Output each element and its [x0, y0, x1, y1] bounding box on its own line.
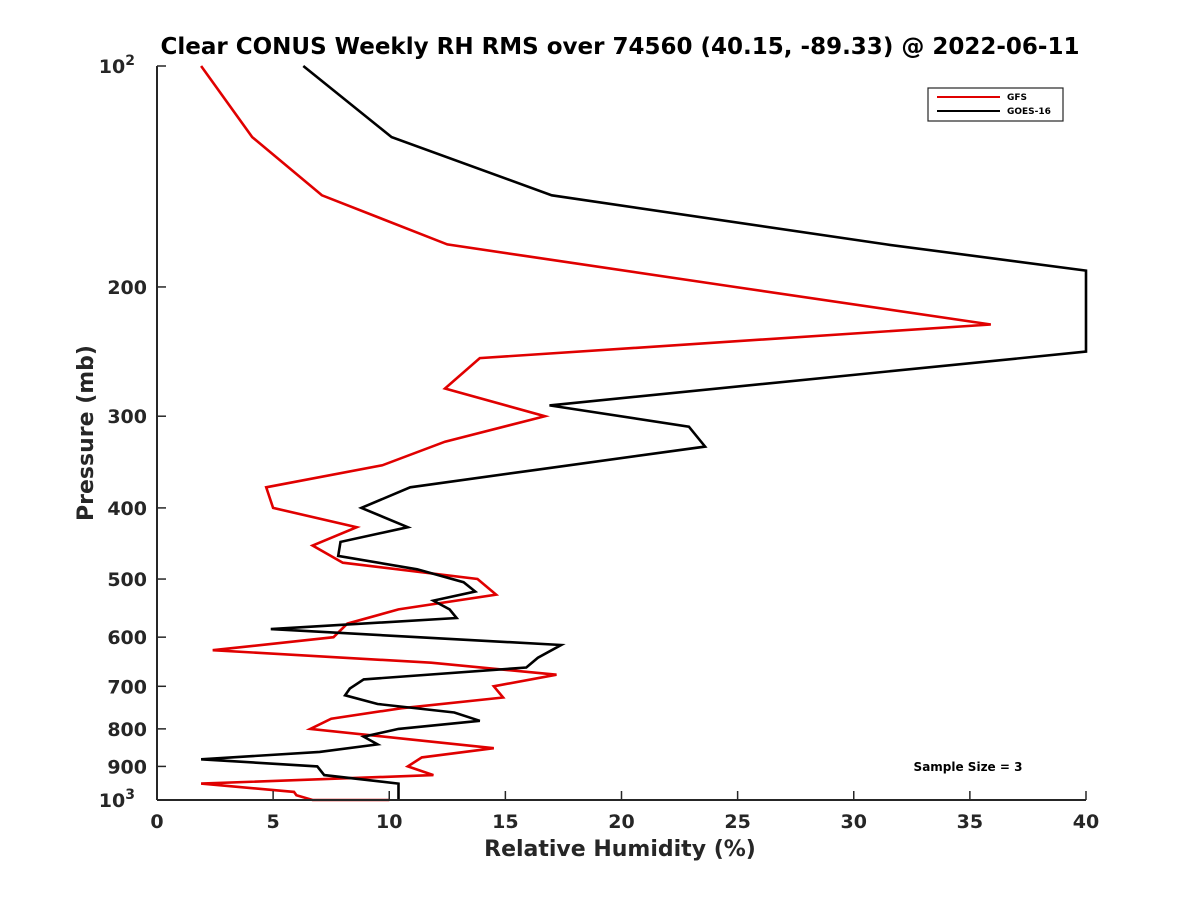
x-axis-label: Relative Humidity (%) — [484, 837, 756, 862]
series-layer — [200, 64, 1088, 802]
plot-area — [156, 64, 1088, 802]
chart-title: Clear CONUS Weekly RH RMS over 74560 (40… — [161, 34, 1080, 60]
y-tick-label: 900 — [107, 756, 147, 778]
x-tick-label: 30 — [841, 811, 867, 833]
x-tick-label: 25 — [724, 811, 750, 833]
y-tick-label: 200 — [107, 277, 147, 299]
legend: GFS GOES-16 — [927, 87, 1064, 122]
legend-box — [927, 87, 1064, 122]
legend-label-gfs: GFS — [1007, 93, 1027, 103]
x-tick-label: 15 — [492, 811, 518, 833]
y-axis-label: Pressure (mb) — [74, 345, 99, 521]
plot-background — [157, 66, 1086, 800]
x-axis-ticks: 0 5 10 15 20 25 30 35 40 — [150, 791, 1099, 833]
y-tick-label: 500 — [107, 569, 147, 591]
x-tick-label: 40 — [1073, 811, 1099, 833]
legend-label-goes16: GOES-16 — [1007, 107, 1051, 117]
x-tick-label: 5 — [267, 811, 280, 833]
y-tick-label: 400 — [107, 498, 147, 520]
y-tick-label: 600 — [107, 627, 147, 649]
x-tick-label: 10 — [376, 811, 402, 833]
x-tick-label: 35 — [957, 811, 983, 833]
series-line-goes16 — [201, 64, 1088, 800]
x-tick-label: 0 — [150, 811, 163, 833]
y-tick-label: 700 — [107, 676, 147, 698]
y-tick-label: 300 — [107, 406, 147, 428]
x-tick-label: 20 — [608, 811, 634, 833]
y-tick-label: 800 — [107, 719, 147, 741]
sample-size-annotation: Sample Size = 3 — [914, 760, 1023, 774]
